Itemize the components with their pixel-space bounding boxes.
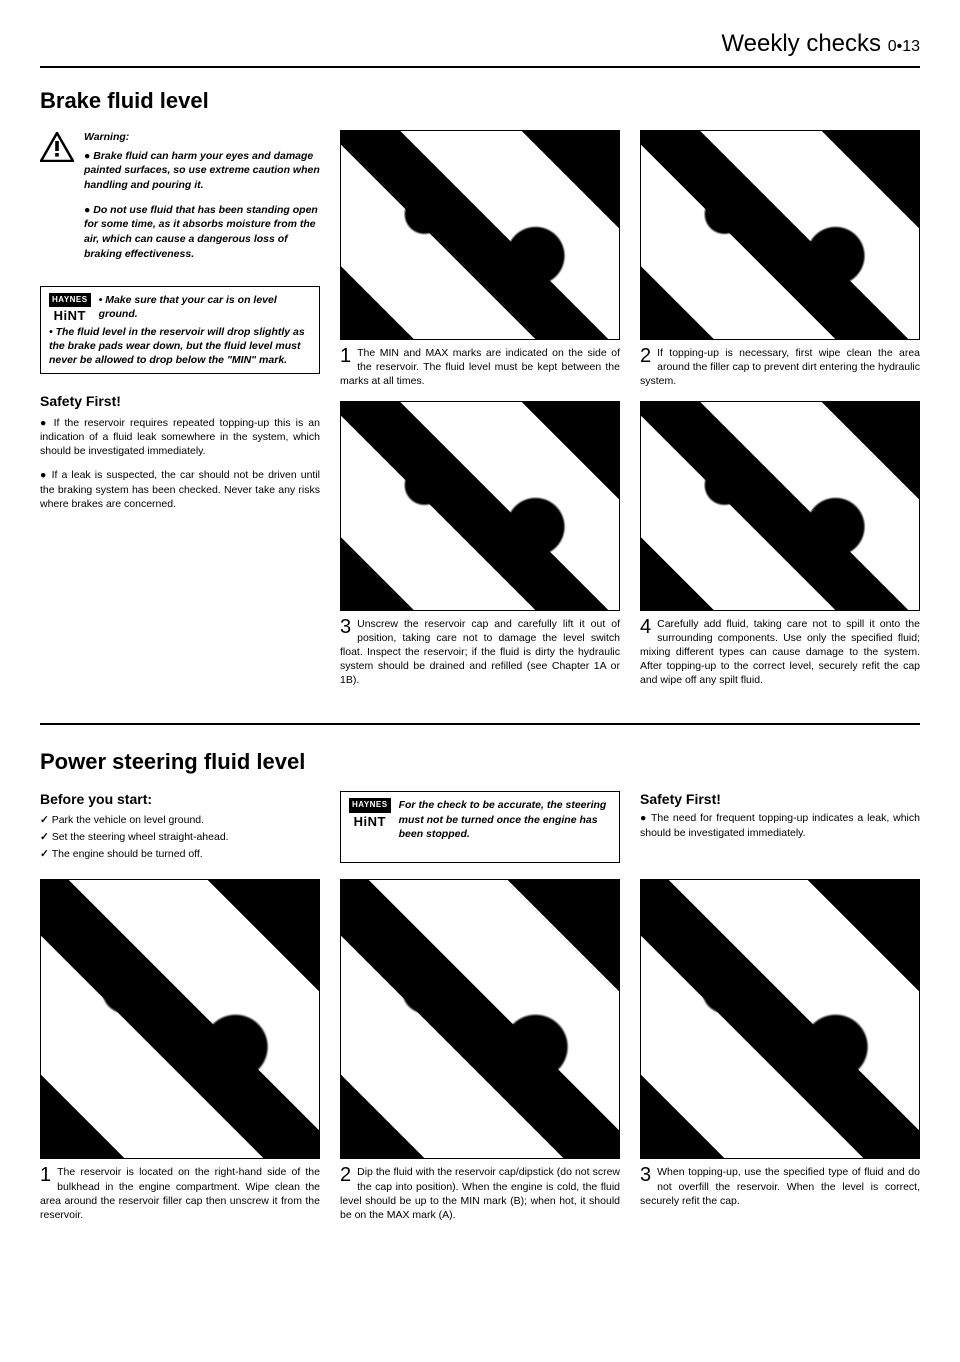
brake-caption-3: Unscrew the reservoir cap and carefully …	[340, 618, 620, 687]
ps-step-num-3: 3	[640, 1165, 651, 1185]
brake-photo-3	[340, 401, 620, 611]
power-steering-section: Power steering fluid level Before you st…	[40, 749, 920, 1234]
brake-caption-2: If topping-up is necessary, first wipe c…	[640, 347, 920, 387]
brake-fluid-section: Brake fluid level Warning: ● Brake fluid…	[40, 88, 920, 699]
step-num-2: 2	[640, 346, 651, 366]
power-hint-label: HiNT	[349, 813, 391, 831]
header-page: 0•13	[888, 38, 920, 55]
page-header: Weekly checks 0•13	[40, 30, 920, 68]
power-safety-title: Safety First!	[640, 791, 920, 807]
hint-badge: HAYNES HiNT	[49, 293, 91, 325]
power-safety-block: Safety First! The need for frequent topp…	[640, 791, 920, 863]
warning-box: Warning: ● Brake fluid can harm your eye…	[40, 130, 320, 272]
safety-p2: If a leak is suspected, the car should n…	[40, 468, 320, 511]
check-3: The engine should be turned off.	[40, 847, 320, 862]
hint-lead: • Make sure that your car is on level gr…	[99, 294, 277, 320]
hint-box: HAYNES HiNT • Make sure that your car is…	[40, 286, 320, 375]
warning-text: Warning: ● Brake fluid can harm your eye…	[84, 130, 320, 272]
warning-head: Warning:	[84, 130, 320, 145]
check-1: Park the vehicle on level ground.	[40, 813, 320, 828]
ps-step-num-1: 1	[40, 1165, 51, 1185]
brake-photo-4	[640, 401, 920, 611]
warning-triangle-icon	[40, 132, 74, 167]
hint-label: HiNT	[49, 307, 91, 325]
power-step-2: 2Dip the fluid with the reservoir cap/di…	[340, 879, 620, 1222]
brake-caption-4: Carefully add fluid, taking care not to …	[640, 618, 920, 687]
before-start-block: Before you start: Park the vehicle on le…	[40, 791, 320, 863]
brake-photo-2	[640, 130, 920, 340]
power-caption-1: The reservoir is located on the right-ha…	[40, 1166, 320, 1221]
warning-p1: ● Brake fluid can harm your eyes and dam…	[84, 149, 320, 193]
power-photo-3	[640, 879, 920, 1159]
brake-step-4: 4Carefully add fluid, taking care not to…	[640, 401, 920, 688]
hint-body: • The fluid level in the reservoir will …	[49, 325, 311, 368]
power-step-1: 1The reservoir is located on the right-h…	[40, 879, 320, 1222]
power-caption-3: When topping-up, use the specified type …	[640, 1166, 920, 1206]
brake-step-1: 1The MIN and MAX marks are indicated on …	[340, 130, 620, 389]
power-photo-1	[40, 879, 320, 1159]
brake-step-2: 2If topping-up is necessary, first wipe …	[640, 130, 920, 389]
brake-step-3: 3Unscrew the reservoir cap and carefully…	[340, 401, 620, 688]
power-hint-box: HAYNES HiNT For the check to be accurate…	[340, 791, 620, 863]
ps-step-num-2: 2	[340, 1165, 351, 1185]
power-hint-text: For the check to be accurate, the steeri…	[399, 798, 611, 856]
step-num-3: 3	[340, 617, 351, 637]
power-haynes-label: HAYNES	[349, 798, 391, 813]
power-hint-badge: HAYNES HiNT	[349, 798, 391, 856]
section-divider	[40, 723, 920, 725]
before-start-title: Before you start:	[40, 791, 320, 807]
header-title: Weekly checks	[721, 30, 881, 57]
step-num-4: 4	[640, 617, 651, 637]
power-photo-2	[340, 879, 620, 1159]
power-step-3: 3When topping-up, use the specified type…	[640, 879, 920, 1222]
safety-title: Safety First!	[40, 392, 320, 412]
power-title: Power steering fluid level	[40, 749, 920, 775]
brake-photo-1	[340, 130, 620, 340]
warning-p2: ● Do not use fluid that has been standin…	[84, 203, 320, 262]
brake-title: Brake fluid level	[40, 88, 920, 114]
brake-mid-column: 1The MIN and MAX marks are indicated on …	[340, 130, 620, 699]
power-caption-2: Dip the fluid with the reservoir cap/dip…	[340, 1166, 620, 1221]
haynes-label: HAYNES	[49, 293, 91, 308]
check-2: Set the steering wheel straight-ahead.	[40, 830, 320, 845]
safety-p1: If the reservoir requires repeated toppi…	[40, 416, 320, 459]
step-num-1: 1	[340, 346, 351, 366]
brake-caption-1: The MIN and MAX marks are indicated on t…	[340, 347, 620, 387]
brake-left-column: Warning: ● Brake fluid can harm your eye…	[40, 130, 320, 699]
brake-right-column: 2If topping-up is necessary, first wipe …	[640, 130, 920, 699]
power-safety-p1: The need for frequent topping-up indicat…	[640, 811, 920, 839]
